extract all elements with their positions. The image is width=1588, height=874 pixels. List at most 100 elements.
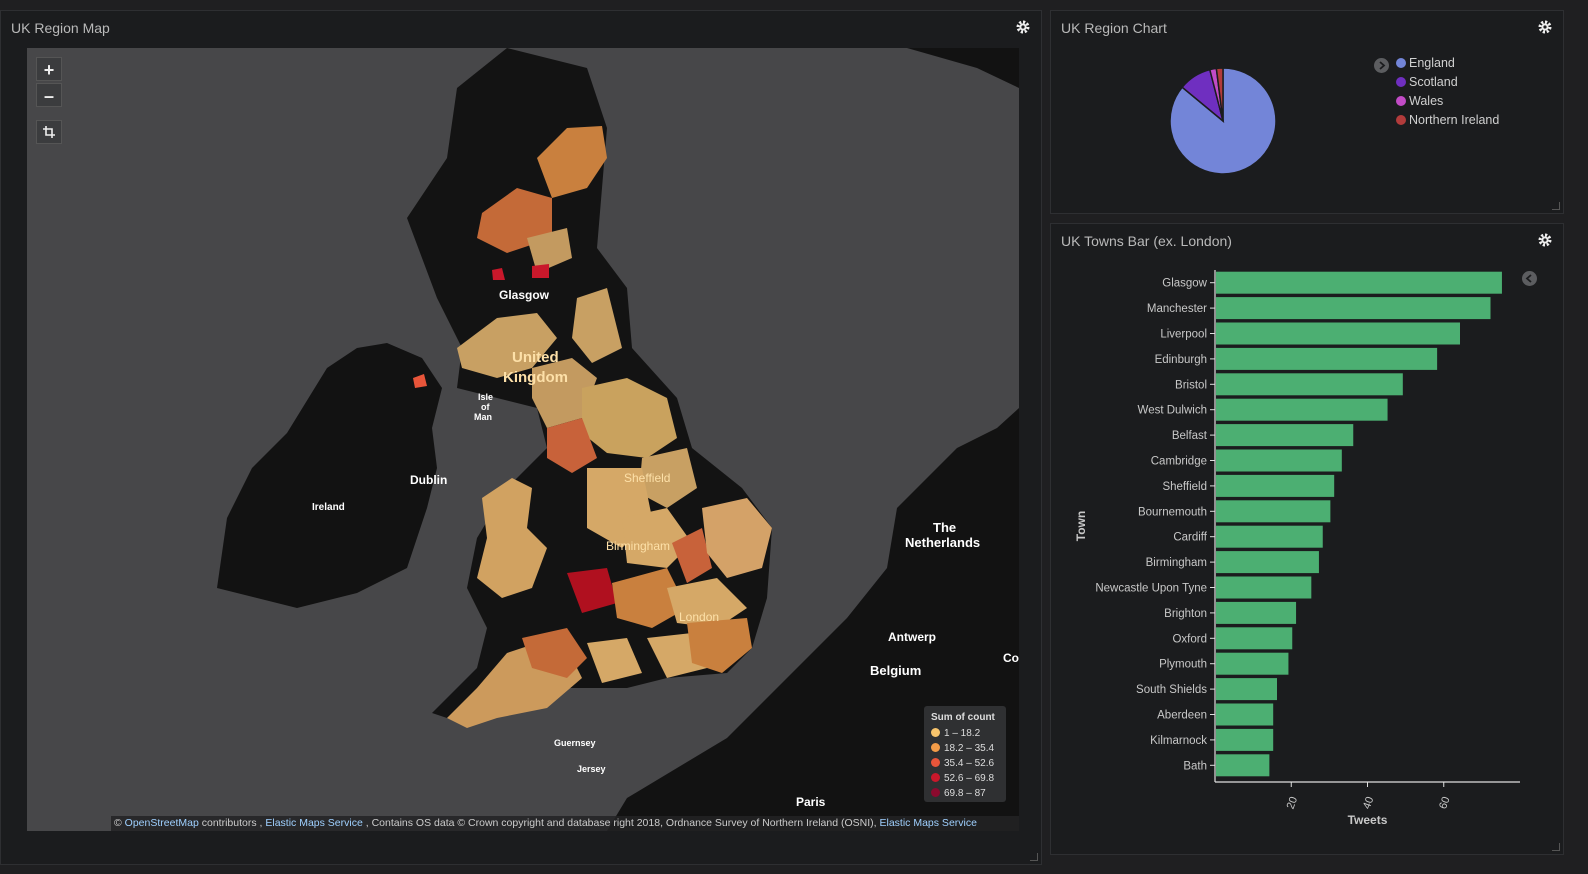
bar-newcastle-upon-tyne[interactable] — [1216, 576, 1312, 599]
map-label-antwerp: Antwerp — [888, 630, 936, 644]
bar-cardiff[interactable] — [1216, 525, 1323, 548]
x-tick-label: 20 — [1285, 795, 1300, 811]
map-panel: UK Region Map — [0, 10, 1042, 865]
bar-chart[interactable]: Glasgow Manchester Liverpool Edinburgh Brist… — [1051, 252, 1563, 852]
panel-title: UK Region Chart — [1061, 20, 1167, 36]
legend-item-northern-ireland[interactable]: Northern Ireland — [1396, 113, 1499, 127]
bar-manchester[interactable] — [1216, 297, 1491, 320]
panel-title: UK Towns Bar (ex. London) — [1061, 233, 1232, 249]
map-label-co: Co — [1003, 651, 1019, 665]
y-tick-label: West Dulwich — [1138, 405, 1207, 417]
bar-west-dulwich[interactable] — [1216, 398, 1388, 421]
map-label-london: London — [679, 610, 720, 624]
ems-link[interactable]: Elastic Maps Service — [265, 817, 363, 829]
legend-row: 69.8 – 87 — [931, 788, 986, 799]
y-tick-label: Bristol — [1175, 379, 1207, 391]
bar-south-shields[interactable] — [1216, 678, 1277, 701]
panel-title: UK Region Map — [11, 20, 110, 36]
y-tick-label: Manchester — [1147, 303, 1207, 315]
x-axis-label: Tweets — [1348, 813, 1388, 827]
bar-liverpool[interactable] — [1216, 322, 1460, 345]
y-tick-label: Bournemouth — [1138, 506, 1207, 518]
resize-handle[interactable] — [1552, 202, 1560, 210]
x-tick-label: 40 — [1361, 795, 1376, 811]
legend-toggle-icon[interactable] — [1522, 271, 1537, 286]
resize-handle[interactable] — [1030, 853, 1038, 861]
region-map[interactable]: + – Glasgow United Kingdom Isle of Man D… — [27, 48, 1019, 831]
zoom-out-button[interactable]: – — [36, 83, 62, 107]
legend-row: 1 – 18.2 — [931, 728, 980, 739]
map-label-netherlands-2: Netherlands — [905, 535, 981, 550]
ems-link[interactable]: Elastic Maps Service — [879, 817, 977, 829]
crop-icon[interactable] — [36, 120, 62, 144]
map-label-isle-2: of — [481, 402, 490, 412]
map-attribution: © OpenStreetMap contributors , Elastic M… — [111, 816, 1019, 831]
map-label-netherlands-1: The — [933, 520, 957, 535]
bar-oxford[interactable] — [1216, 627, 1293, 650]
y-tick-label: Glasgow — [1162, 278, 1207, 290]
map-label-paris: Paris — [796, 795, 826, 809]
y-tick-label: South Shields — [1136, 684, 1207, 696]
bar-edinburgh[interactable] — [1216, 347, 1438, 370]
bar-sheffield[interactable] — [1216, 474, 1335, 497]
y-tick-label: Newcastle Upon Tyne — [1095, 583, 1207, 595]
bar-kilmarnock[interactable] — [1216, 728, 1274, 751]
legend-item-scotland[interactable]: Scotland — [1396, 75, 1458, 89]
legend-title: Sum of count — [931, 712, 995, 723]
y-tick-label: Aberdeen — [1157, 710, 1207, 722]
x-tick-label: 60 — [1437, 795, 1452, 811]
bar-bristol[interactable] — [1216, 373, 1403, 396]
bar-glasgow[interactable] — [1216, 271, 1502, 294]
y-tick-label: Cardiff — [1173, 532, 1207, 544]
gear-icon[interactable] — [1537, 232, 1553, 248]
legend-item-england[interactable]: England — [1396, 56, 1455, 70]
map-label-dublin: Dublin — [410, 473, 448, 487]
gear-icon[interactable] — [1015, 19, 1031, 35]
legend-row: 52.6 – 69.8 — [931, 773, 994, 784]
resize-handle[interactable] — [1552, 843, 1560, 851]
bar-cambridge[interactable] — [1216, 449, 1342, 472]
osm-link[interactable]: OpenStreetMap — [124, 817, 199, 829]
legend-row: 18.2 – 35.4 — [931, 743, 994, 754]
y-tick-label: Bath — [1183, 760, 1207, 772]
y-tick-label: Cambridge — [1151, 456, 1207, 468]
bar-brighton[interactable] — [1216, 601, 1297, 624]
y-tick-label: Liverpool — [1160, 329, 1207, 341]
map-legend: Sum of count 1 – 18.2 18.2 – 35.4 35.4 –… — [924, 706, 1006, 802]
legend-row: 35.4 – 52.6 — [931, 758, 994, 769]
y-tick-label: Sheffield — [1162, 481, 1207, 493]
map-label-birmingham: Birmingham — [606, 539, 671, 553]
map-label-isle-1: Isle — [478, 392, 494, 402]
zoom-in-button[interactable]: + — [36, 57, 62, 81]
map-label-belgium: Belgium — [870, 663, 922, 678]
map-label-uk-2: Kingdom — [503, 369, 568, 386]
pie-slice-northern-ireland[interactable] — [1215, 67, 1224, 122]
bar-birmingham[interactable] — [1216, 551, 1319, 574]
map-label-guernsey: Guernsey — [554, 738, 596, 748]
pie-panel: UK Region Chart England Scotland Wales N… — [1050, 10, 1564, 214]
map-label-ireland: Ireland — [312, 502, 345, 513]
bar-panel: UK Towns Bar (ex. London) Glasgow Manches… — [1050, 223, 1564, 855]
y-tick-label: Belfast — [1172, 430, 1208, 442]
gear-icon[interactable] — [1537, 19, 1553, 35]
map-label-isle-3: Man — [474, 412, 492, 422]
bar-aberdeen[interactable] — [1216, 703, 1274, 726]
map-label-sheffield: Sheffield — [624, 471, 671, 485]
bar-bath[interactable] — [1216, 754, 1270, 777]
y-axis-label: Town — [1074, 511, 1088, 541]
y-tick-label: Edinburgh — [1155, 354, 1207, 366]
pie-chart[interactable] — [1163, 61, 1283, 181]
y-tick-label: Oxford — [1172, 633, 1207, 645]
y-tick-label: Birmingham — [1146, 557, 1207, 569]
map-label-glasgow: Glasgow — [499, 288, 550, 302]
map-label-uk-1: United — [512, 349, 559, 366]
y-tick-label: Kilmarnock — [1150, 735, 1207, 747]
bar-bournemouth[interactable] — [1216, 500, 1331, 523]
y-tick-label: Brighton — [1164, 608, 1207, 620]
bar-plymouth[interactable] — [1216, 652, 1289, 675]
legend-toggle-icon[interactable] — [1374, 58, 1389, 73]
y-tick-label: Plymouth — [1159, 659, 1207, 671]
bar-belfast[interactable] — [1216, 424, 1354, 447]
legend-item-wales[interactable]: Wales — [1396, 94, 1443, 108]
map-label-jersey: Jersey — [577, 764, 606, 774]
